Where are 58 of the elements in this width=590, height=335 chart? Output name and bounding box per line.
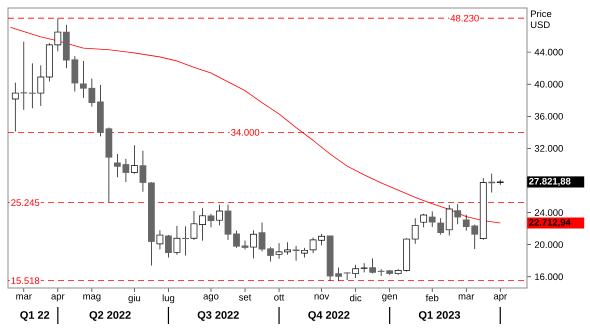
candlestick: [446, 204, 453, 236]
candlestick: [156, 230, 164, 250]
candlestick: [20, 41, 28, 110]
ref-line-label: 48.230: [450, 14, 479, 22]
ref-line-label: 34.000: [231, 129, 260, 136]
candlestick: [412, 218, 419, 244]
candlestick: [54, 18, 62, 52]
x-tick-label: mag: [83, 294, 100, 302]
candlestick: [216, 204, 223, 226]
candlestick: [131, 144, 138, 174]
text: 27.821,88: [529, 178, 571, 186]
y-tick-label: 24.000: [534, 209, 563, 216]
candlestick: [37, 65, 44, 106]
candlestick: [428, 211, 436, 228]
x2-tick-label: Q1 2023: [418, 311, 460, 321]
x-tick-label: gen: [382, 294, 397, 302]
x-tick-label: lug: [162, 294, 174, 304]
y-axis-title: Price USD: [530, 10, 552, 28]
x-tick-label: mar: [458, 294, 474, 300]
y-tick-label: 40.000: [534, 80, 563, 88]
x-tick-label: giu: [128, 294, 140, 304]
y-tick-label: 32.000: [534, 145, 563, 152]
candlestick: [471, 224, 478, 250]
x2-tick-label: Q3 2022: [198, 311, 239, 321]
candlestick: [352, 264, 360, 278]
candlestick: [488, 173, 496, 193]
candlestick: [360, 262, 368, 273]
x2-tick-label: Q1 22: [20, 311, 50, 321]
x-tick-label: dic: [350, 294, 362, 302]
candlestick: [12, 82, 19, 132]
y-tick-label: 36.000: [534, 112, 563, 120]
x-tick-label: mar: [16, 294, 32, 300]
x-tick-label: ago: [203, 294, 218, 302]
y-tick-label: 20.000: [534, 241, 563, 248]
ref-line-label: 15.518: [11, 277, 40, 284]
x-tick-label: feb: [426, 294, 438, 302]
candlestick: [28, 63, 36, 109]
candlestick: [437, 218, 444, 235]
candlestick: [301, 248, 308, 258]
candlestick: [369, 258, 376, 274]
x2-tick-label: Q4 2022: [308, 311, 350, 321]
candlestick: [174, 225, 180, 256]
candlestick: [250, 230, 257, 259]
y-tick-label: 44.000: [534, 48, 563, 56]
y-tick-label: 16.000: [535, 273, 563, 280]
candlestick: [71, 56, 78, 92]
x-tick-label: apr: [494, 294, 507, 302]
x-tick-label: apr: [51, 294, 65, 302]
x2-tick-label: Q2 2022: [90, 311, 131, 321]
candlestick: [462, 214, 470, 231]
x-tick-label: set: [238, 294, 252, 301]
ref-line-label: 25.245: [11, 199, 40, 206]
x-tick-label: nov: [314, 294, 330, 300]
candlestick: [420, 213, 428, 228]
candlestick: [454, 204, 462, 225]
x-tick-label: ott: [274, 294, 284, 301]
candlestick: [80, 60, 87, 98]
text: 22.712,94: [529, 218, 571, 228]
